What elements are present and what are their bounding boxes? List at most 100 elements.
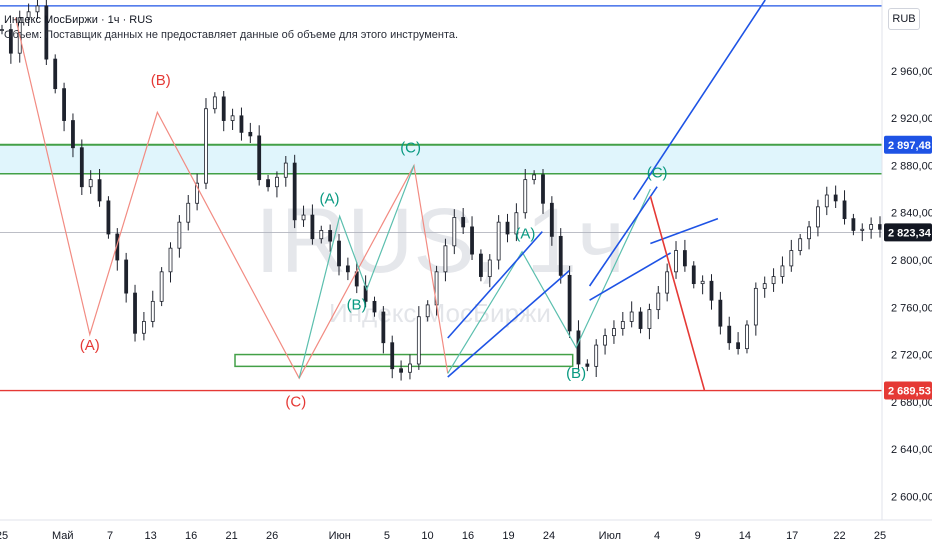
wave-label: (C)	[400, 139, 421, 156]
wave-label: (B)	[151, 72, 171, 89]
candle-body	[629, 311, 634, 322]
time-axis[interactable]: 25 Май 7 13 16 21 26 Июн 5 10 16 19 24 Июл 4 9 14 17 22 25	[0, 530, 886, 542]
candle-body	[8, 29, 13, 54]
wave-labels-layer: (A) (B) (C) (A) (B) (C) (A) (B) (C)	[80, 72, 668, 410]
wave-path	[298, 165, 415, 379]
candle-body	[816, 206, 820, 228]
candle-body	[452, 217, 457, 247]
candle-body	[390, 342, 395, 370]
price-label-badge	[884, 381, 932, 400]
candle-body	[745, 324, 749, 350]
candle-body	[26, 11, 31, 19]
candle-body	[470, 226, 474, 255]
candle-body	[301, 214, 306, 221]
candle-body	[266, 179, 270, 188]
price-tick-label: 2 920,00	[891, 113, 932, 125]
volume-note: Объем: Поставщик данных не предоставляет…	[4, 29, 459, 41]
candle-body	[168, 247, 173, 273]
candle-body	[762, 283, 767, 289]
candle-body	[496, 221, 501, 261]
wave-label: (B)	[566, 365, 586, 382]
time-tick-label: 21	[226, 530, 238, 542]
candle-body	[212, 96, 217, 110]
candle-body	[71, 120, 75, 149]
price-tick-label: 2 880,00	[891, 160, 932, 172]
candle-body	[682, 250, 687, 267]
trendline[interactable]	[447, 231, 543, 339]
time-tick-label: 10	[421, 530, 433, 542]
candle-body	[88, 179, 93, 188]
candle-body	[709, 280, 714, 301]
trendline[interactable]	[589, 252, 672, 301]
candle-body	[576, 330, 581, 365]
price-tick-label: 2 800,00	[891, 255, 932, 267]
candle-body	[461, 217, 466, 228]
candle-body	[381, 311, 386, 344]
candle-body	[824, 194, 829, 208]
price-tick-label: 2 840,00	[891, 208, 932, 220]
wave-path	[14, 17, 449, 380]
candle-body	[79, 147, 84, 188]
candle-body	[532, 174, 537, 181]
projection-line[interactable]	[649, 195, 706, 391]
candle-body	[842, 200, 847, 220]
candle-body	[35, 5, 40, 13]
trendline[interactable]	[447, 270, 570, 378]
candle-body	[399, 368, 403, 373]
candle-body	[549, 202, 554, 237]
price-tick-label: 2 680,00	[891, 397, 932, 409]
candle-body	[443, 245, 448, 273]
price-axis[interactable]: 2 960,00 2 920,00 2 880,00 2 840,00 2 800,00…	[0, 0, 932, 521]
candle-body	[638, 311, 643, 329]
currency-button[interactable]: RUB	[888, 8, 920, 30]
time-tick-label: 16	[462, 530, 474, 542]
candle-body	[798, 238, 803, 251]
symbol-title[interactable]: Индекс МосБиржи · 1ч · RUS	[4, 14, 153, 26]
candle-body	[310, 214, 315, 240]
candle-body	[195, 182, 200, 204]
candle-body	[204, 108, 208, 184]
time-tick-label: 9	[695, 530, 701, 542]
time-tick-label: 25	[0, 530, 8, 542]
candle-body	[727, 325, 732, 344]
candle-body	[328, 230, 333, 242]
support-zone-box[interactable]	[234, 353, 574, 368]
candle-body	[603, 335, 607, 346]
candle-body	[807, 226, 811, 240]
wave-path	[447, 188, 651, 374]
candle-body	[150, 300, 155, 322]
candle-body	[541, 174, 545, 204]
wave-label: (A)	[320, 190, 340, 207]
time-tick-label: 4	[654, 530, 660, 542]
candle-body	[665, 271, 670, 294]
candle-body	[620, 321, 625, 329]
horizontal-lines-layer	[0, 5, 882, 392]
projection-line[interactable]	[632, 0, 766, 201]
candle-body	[337, 240, 341, 267]
candle-body	[691, 265, 696, 285]
resistance-zone-fill	[0, 144, 882, 174]
price-labels-layer: 2 897,48 2 823,34 2 689,53	[884, 135, 932, 400]
candle-body	[700, 280, 705, 285]
price-label-badge	[884, 223, 932, 242]
time-tick-label: 5	[384, 530, 390, 542]
price-label-badge	[884, 135, 932, 154]
symbol-watermark: IRUS, 1ч Индекс МосБиржи	[255, 190, 625, 328]
time-tick-label: Май	[52, 530, 74, 542]
candle-body	[860, 228, 865, 231]
candle-body	[372, 300, 377, 313]
candle-body	[736, 342, 741, 350]
trendlines-layer[interactable]	[447, 0, 766, 391]
candle-body	[97, 179, 102, 202]
candle-body	[230, 115, 235, 121]
candle-body	[479, 253, 483, 277]
wave-label: (C)	[647, 164, 668, 181]
candle-body	[558, 235, 563, 276]
candle-body	[523, 179, 528, 214]
time-tick-label: 22	[833, 530, 845, 542]
candle-body	[869, 224, 874, 230]
trendline[interactable]	[588, 186, 658, 287]
price-label-text: 2 689,53	[888, 386, 931, 398]
time-tick-label: 13	[144, 530, 156, 542]
